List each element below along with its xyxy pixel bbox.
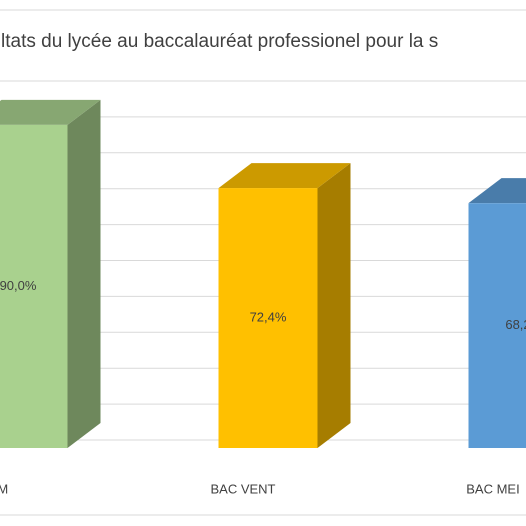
bar-front — [468, 203, 526, 448]
bar-top — [468, 178, 526, 204]
value-label: 68,2 — [505, 317, 526, 332]
x-tick-label: BAC MEI — [466, 481, 519, 496]
bar-side — [67, 99, 101, 449]
bar-top — [218, 163, 351, 189]
bar — [218, 163, 351, 449]
bar-front — [218, 188, 318, 449]
bars: 90,0% 72,4% 68,2 — [0, 99, 526, 449]
value-label: 90,0% — [0, 278, 37, 293]
bar-top — [0, 99, 101, 125]
bar — [468, 178, 526, 448]
bar-front — [0, 124, 68, 449]
bar-side — [317, 163, 351, 449]
chart-title: ltats du lycée au baccalauréat professio… — [1, 31, 438, 52]
x-tick-label: COM — [0, 481, 8, 496]
bar — [0, 99, 101, 449]
x-tick-label: BAC VENT — [210, 481, 275, 496]
value-label: 72,4% — [250, 309, 287, 324]
